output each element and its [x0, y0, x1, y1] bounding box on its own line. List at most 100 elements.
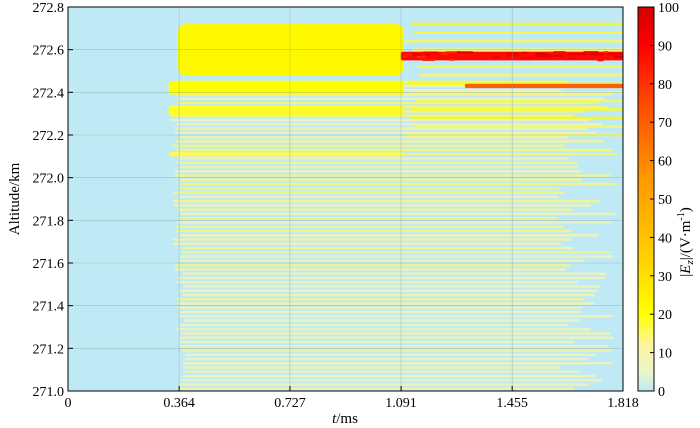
heatmap-stripe — [177, 306, 583, 309]
heatmap-stripe — [417, 65, 623, 69]
heatmap-stripe — [184, 370, 580, 373]
heatmap-stripe — [176, 161, 577, 164]
heatmap-stripe — [178, 315, 613, 318]
heatmap-peak — [603, 51, 609, 54]
x-axis: 0 0.364 0.727 1.091 1.455 1.818 — [65, 386, 639, 411]
heatmap-stripe — [179, 135, 568, 139]
heatmap-peak — [416, 55, 426, 58]
heatmap-stripe — [174, 204, 591, 207]
heatmap-peak — [422, 58, 435, 61]
y-tick-label: 272.8 — [33, 1, 65, 16]
heatmap-peak — [441, 53, 448, 56]
heatmap-stripe — [183, 366, 560, 369]
heatmap-stripe — [171, 114, 575, 117]
y-tick-label: 272.2 — [33, 129, 65, 144]
colorbar-tick-label: 50 — [658, 193, 672, 208]
heatmap-peak — [520, 58, 529, 61]
heatmap-stripe — [405, 39, 623, 43]
heatmap-peak — [449, 58, 454, 61]
heatmap-peak — [583, 51, 599, 54]
heatmap-peak — [611, 55, 623, 58]
heatmap-stripe — [181, 332, 611, 335]
heatmap-stripe — [178, 195, 559, 199]
heatmap-peak — [509, 53, 520, 56]
heatmap-stripe — [173, 174, 611, 177]
heatmap-stripe — [181, 251, 611, 254]
heatmap-peak — [412, 53, 422, 56]
heatmap-stripe — [170, 118, 590, 122]
heatmap-stripe — [172, 144, 565, 147]
heatmap-stripe — [177, 157, 569, 160]
colorbar-ticks: 0 10 20 30 40 50 60 70 80 90 100 — [650, 1, 679, 400]
heatmap-stripe — [176, 327, 591, 331]
heatmap-peak — [459, 57, 465, 60]
heatmap-stripe — [174, 268, 566, 271]
heatmap-band — [168, 152, 404, 157]
heatmap-stripe — [174, 127, 588, 130]
heatmap-stripe — [410, 116, 623, 120]
heatmap-stripe — [178, 217, 558, 220]
x-tick-label: 1.818 — [607, 396, 639, 411]
heatmap-stripe — [178, 302, 594, 305]
heatmap-stripe — [413, 31, 623, 34]
heatmap-peak — [552, 54, 563, 57]
heatmap-stripe — [180, 178, 583, 181]
heatmap-stripe — [174, 93, 612, 96]
heatmap-stripe — [182, 374, 596, 378]
y-axis-title: Altitude/km — [7, 162, 23, 235]
heatmap-peak — [589, 53, 604, 56]
heatmap-stripe — [179, 340, 575, 344]
heatmap-stripe — [179, 182, 618, 186]
heatmap-stripe — [180, 212, 616, 216]
heatmap-stripe — [411, 22, 623, 26]
heatmap-stripe — [173, 242, 562, 245]
heatmap-stripe — [179, 259, 585, 263]
heatmap-peak — [506, 54, 521, 57]
heatmap-stripe — [177, 276, 605, 280]
heatmap-stripe — [418, 73, 623, 77]
heatmap-peak — [569, 53, 587, 56]
plot-area — [68, 7, 623, 391]
heatmap-peak — [493, 55, 501, 58]
heatmap-peak — [456, 51, 473, 54]
colorbar-tick-label: 90 — [658, 39, 672, 54]
heatmap-stripe — [177, 101, 599, 105]
heatmap-stripe — [175, 140, 604, 143]
heatmap-peak — [527, 52, 533, 55]
y-tick-label: 272.0 — [33, 172, 65, 187]
heatmap-stripe — [183, 285, 600, 288]
heatmap-peak — [609, 56, 615, 59]
heatmap-stripe — [177, 208, 573, 211]
heatmap-stripe — [179, 165, 578, 169]
heatmap-peak — [535, 52, 543, 55]
heatmap-stripe — [180, 336, 614, 339]
heatmap-peak — [535, 55, 551, 58]
heatmap-stripe — [410, 108, 623, 111]
colorbar-tick-label: 40 — [658, 231, 672, 246]
heatmap-peak — [568, 57, 577, 60]
heatmap-stripe — [180, 310, 582, 314]
heatmap-stripe — [179, 345, 608, 348]
colorbar: 0 10 20 30 40 50 60 70 80 90 100 — [637, 1, 679, 400]
heatmap-peak — [598, 52, 613, 55]
x-tick-label: 0 — [65, 396, 72, 411]
heatmap-stripe — [172, 199, 600, 203]
heatmap-stripe — [414, 125, 623, 128]
y-tick-label: 271.6 — [33, 257, 65, 272]
heatmap-peak — [546, 51, 553, 54]
heatmap-cells — [168, 22, 623, 391]
heatmap-stripe — [183, 319, 579, 322]
x-tick-label: 0.364 — [163, 396, 195, 411]
heatmap-stripe — [184, 357, 588, 361]
heatmap-peak — [521, 51, 529, 54]
x-tick-label: 1.091 — [385, 396, 417, 411]
y-tick-label: 271.4 — [33, 300, 65, 315]
heatmap-stripe — [182, 272, 607, 275]
heatmap-band — [464, 83, 623, 89]
y-tick-label: 271.8 — [33, 214, 65, 229]
heatmap-stripe — [415, 99, 623, 103]
heatmap-stripe — [175, 170, 582, 173]
heatmap-stripe — [178, 97, 603, 100]
colorbar-tick-label: 60 — [658, 155, 672, 170]
